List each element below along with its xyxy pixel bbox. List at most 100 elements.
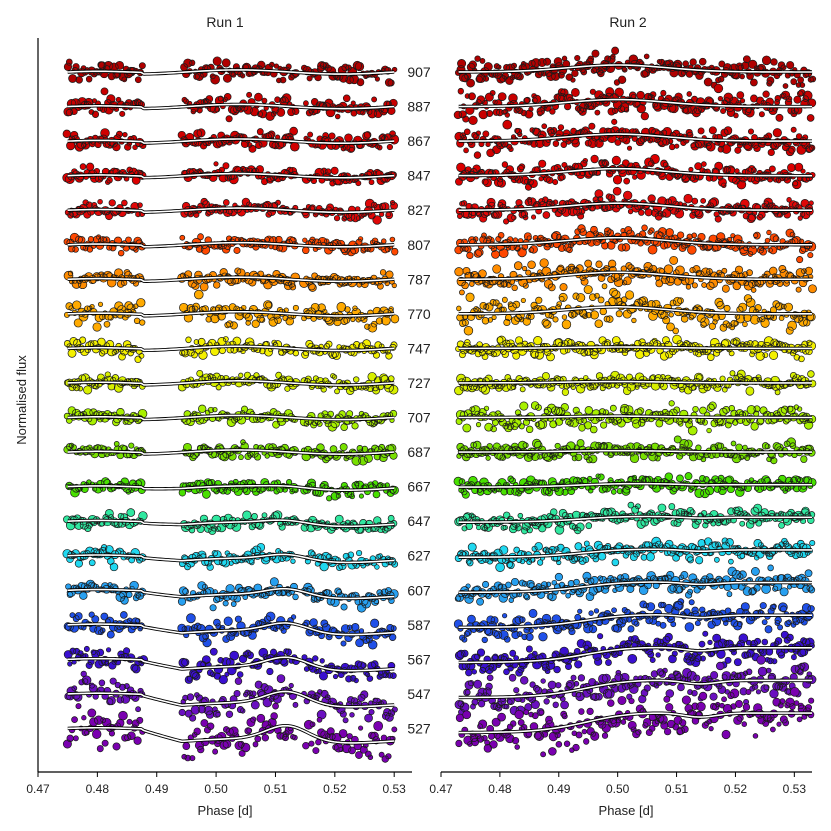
run1-series-667 (65, 477, 399, 502)
run1-model-587 (67, 622, 395, 636)
run2-model-587 (458, 614, 812, 629)
run2-x-axis-label: Phase [d] (599, 803, 654, 818)
run1-x-ticks: 0.47 0.48 0.49 0.50 0.51 0.52 0.53 (26, 772, 406, 796)
run2-x-ticks: 0.47 0.48 0.49 0.50 0.51 0.52 0.53 (429, 772, 806, 796)
run2-series-907 (455, 46, 817, 89)
run1-model-747 (67, 345, 395, 352)
run2-model-847 (458, 167, 812, 177)
run2-series-567 (454, 630, 815, 677)
run2-model-527 (458, 712, 812, 734)
run1-tick-label-0: 0.47 (26, 782, 50, 796)
run1-model-687 (67, 449, 395, 455)
run1-series-727 (63, 370, 399, 395)
run1-model-907 (67, 69, 395, 75)
run1-model-770 (67, 310, 395, 317)
run2-model-727 (458, 380, 812, 384)
run2-model-887 (458, 98, 812, 108)
run1-tick-label-2: 0.49 (145, 782, 169, 796)
run1-series-907 (63, 56, 398, 87)
run2-tick-label-2: 0.49 (547, 782, 571, 796)
run2-model-867 (458, 133, 812, 142)
wavelength-label-787: 787 (407, 271, 431, 287)
wavelength-label-687: 687 (407, 444, 431, 460)
run2-series-667 (453, 472, 817, 499)
run1-series-787 (63, 267, 397, 292)
run1-series-867 (62, 126, 400, 153)
run2-series-527 (455, 687, 815, 758)
run2-model-770 (458, 306, 812, 315)
run2-model-807 (458, 236, 812, 246)
wavelength-label-627: 627 (407, 548, 431, 564)
run1-model-567 (67, 656, 395, 672)
run2-series-547 (454, 655, 817, 717)
run2-series-827 (455, 186, 814, 225)
run2-points-547 (454, 655, 817, 717)
run1-series-827 (64, 197, 398, 225)
run2-tick-label-4: 0.51 (665, 782, 689, 796)
run2-series-770 (456, 283, 816, 336)
run2-series-787 (454, 255, 817, 296)
run1-tick-label-3: 0.50 (204, 782, 228, 796)
wavelength-label-847: 847 (407, 168, 431, 184)
run2-tick-label-5: 0.52 (724, 782, 748, 796)
run1-model-867 (67, 138, 395, 144)
wavelength-label-667: 667 (407, 479, 431, 495)
run2-points-527 (455, 687, 815, 758)
wavelength-label-527: 527 (407, 720, 431, 736)
run1-series-627 (62, 542, 399, 572)
run2-model-747 (458, 346, 812, 350)
wavelength-label-547: 547 (407, 686, 431, 702)
run1-series-747 (64, 336, 398, 363)
wavelength-label-567: 567 (407, 651, 431, 667)
run2-model-567 (458, 646, 812, 664)
run2-lightcurves (453, 46, 817, 758)
run2-tick-label-6: 0.53 (783, 782, 807, 796)
wavelength-label-587: 587 (407, 617, 431, 633)
run2-series-807 (454, 224, 817, 264)
run1-series-567 (63, 645, 397, 685)
run1-title: Run 1 (206, 14, 244, 30)
wavelength-label-887: 887 (407, 99, 431, 115)
run1-series-847 (62, 161, 397, 187)
run2-points-787 (454, 255, 817, 296)
run1-model-527 (67, 724, 395, 744)
wavelength-label-727: 727 (407, 375, 431, 391)
wavelength-label-707: 707 (407, 410, 431, 426)
run1-series-687 (63, 439, 398, 466)
run2-tick-label-3: 0.50 (606, 782, 630, 796)
wavelength-label-770: 770 (407, 306, 431, 322)
run2-model-627 (458, 548, 812, 559)
run2-series-687 (456, 435, 816, 465)
run2-points-607 (454, 564, 816, 606)
wavelength-label-747: 747 (407, 340, 431, 356)
run2-points-847 (455, 154, 816, 191)
run2-series-707 (455, 400, 817, 436)
run2-points-770 (456, 283, 816, 336)
run1-model-727 (67, 380, 395, 386)
run2-model-707 (458, 415, 812, 419)
run1-series-707 (63, 404, 398, 432)
run1-tick-label-6: 0.53 (383, 782, 407, 796)
wavelength-label-867: 867 (407, 133, 431, 149)
run2-series-887 (453, 83, 817, 125)
run2-points-907 (455, 46, 817, 89)
run1-tick-label-4: 0.51 (264, 782, 288, 796)
run2-series-587 (453, 598, 815, 644)
run2-model-647 (458, 515, 812, 523)
run2-series-727 (454, 369, 817, 396)
run1-model-647 (67, 519, 395, 528)
wavelength-label-647: 647 (407, 513, 431, 529)
run1-series-527 (62, 702, 398, 763)
run2-points-627 (454, 536, 816, 573)
run2-points-827 (455, 186, 814, 225)
run2-title: Run 2 (609, 14, 647, 30)
run1-model-627 (67, 553, 395, 564)
run1-model-547 (67, 690, 395, 708)
wavelength-label-807: 807 (407, 237, 431, 253)
run2-model-907 (458, 64, 812, 73)
run2-series-847 (455, 154, 816, 191)
run1-model-787 (67, 276, 395, 283)
run1-series-607 (65, 577, 399, 613)
run1-model-667 (67, 484, 395, 492)
run2-model-607 (458, 581, 812, 594)
